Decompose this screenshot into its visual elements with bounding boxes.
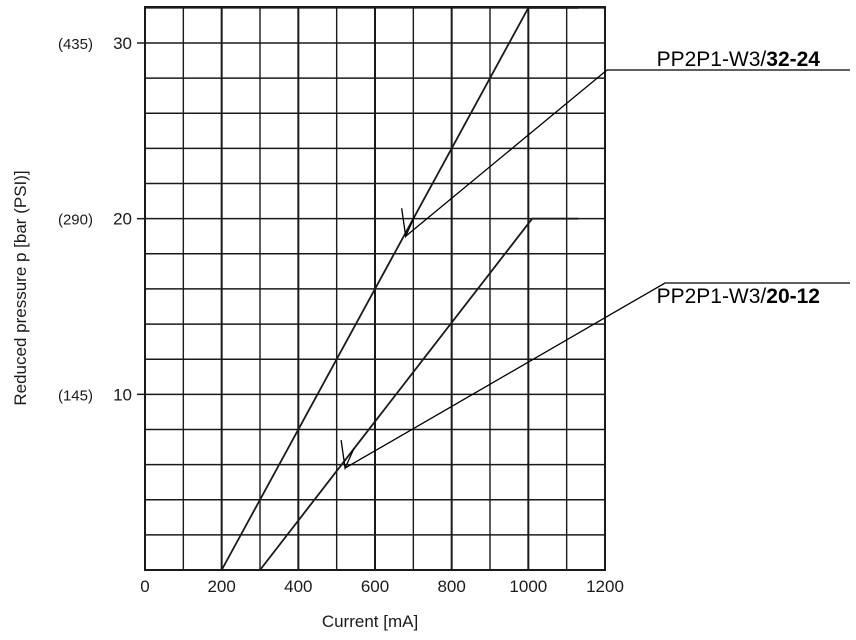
y-tick-label-psi: (290) xyxy=(58,212,93,229)
series-lines xyxy=(220,6,579,571)
x-tick-label: 1200 xyxy=(586,577,624,596)
x-axis-label: Current [mA] xyxy=(322,612,418,631)
x-tick-label: 0 xyxy=(140,577,149,596)
series-line-32-24 xyxy=(220,6,579,571)
grid xyxy=(137,6,606,571)
y-tick-label-psi: (145) xyxy=(58,387,93,404)
x-tick-label: 600 xyxy=(361,577,389,596)
series-label-32-24-suffix: 32-24 xyxy=(766,48,820,71)
plot-frame xyxy=(144,6,606,571)
y-tick-label: 10 xyxy=(113,385,132,404)
x-tick-label: 200 xyxy=(207,577,235,596)
series-label-20-12-prefix: PP2P1-W3/ xyxy=(657,285,767,308)
x-tick-label: 800 xyxy=(437,577,465,596)
y-tick-label: 20 xyxy=(113,210,132,229)
x-tick-label: 400 xyxy=(284,577,312,596)
y-axis-label: Reduced pressure p [bar (PSI)] xyxy=(11,170,30,405)
tick-labels: 0 200 400 600 800 1000 1200 10 (145) 20 (290) 30 (43… xyxy=(58,34,624,596)
callout-arrow-32-24 xyxy=(401,208,416,239)
series-label-20-12-suffix: 20-12 xyxy=(766,285,820,308)
y-tick-label: 30 xyxy=(113,34,132,53)
callouts xyxy=(340,69,850,471)
series-label-20-12: PP2P1-W3/20-12 xyxy=(657,285,820,308)
callout-arrow-20-12 xyxy=(340,440,355,471)
series-label-32-24: PP2P1-W3/32-24 xyxy=(657,48,821,71)
x-tick-label: 1000 xyxy=(509,577,547,596)
series-label-32-24-prefix: PP2P1-W3/ xyxy=(657,48,767,71)
series-line-20-12 xyxy=(259,217,579,571)
callout-leader-20-12 xyxy=(344,282,850,469)
callout-leader-32-24 xyxy=(405,69,850,237)
y-tick-label-psi: (435) xyxy=(58,36,93,53)
